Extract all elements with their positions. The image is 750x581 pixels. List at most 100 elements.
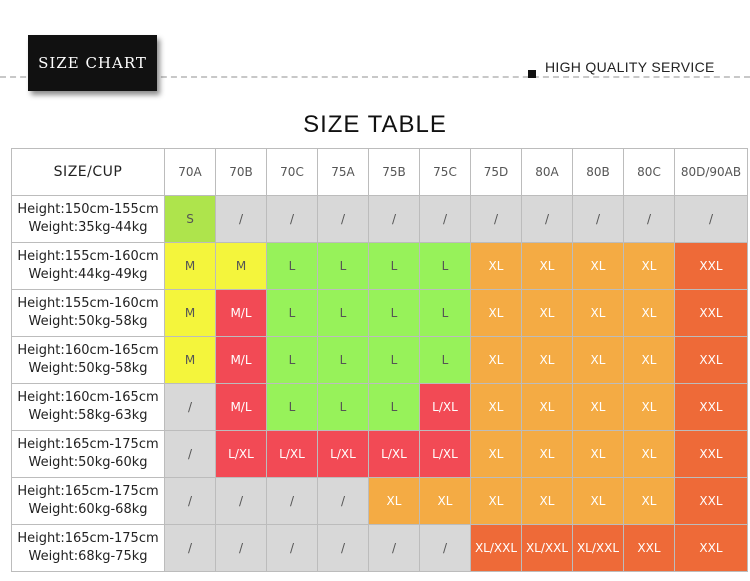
weight-range: Weight:50kg-58kg: [28, 314, 148, 329]
size-cell: XXL: [675, 337, 747, 383]
size-cell: XL: [573, 243, 623, 289]
size-cell: XL: [522, 290, 572, 336]
size-cell: XL: [624, 478, 674, 524]
height-range: Height:160cm-165cm: [17, 343, 159, 358]
size-cell: L/XL: [318, 431, 368, 477]
service-label: HIGH QUALITY SERVICE: [545, 59, 715, 75]
size-cell: /: [267, 478, 317, 524]
size-chart-badge-label: SIZE CHART: [38, 54, 147, 72]
size-table: SIZE/CUP 70A 70B 70C 75A 75B 75C 75D 80A 80B 80C 8…: [11, 148, 748, 572]
size-cell: M: [165, 243, 215, 289]
size-cell: /: [369, 196, 419, 242]
size-cell: L/XL: [369, 431, 419, 477]
row-label: Height:155cm-160cm Weight:44kg-49kg: [12, 243, 164, 289]
size-cell: /: [267, 196, 317, 242]
size-cell: /: [318, 196, 368, 242]
size-cell: XXL: [675, 243, 747, 289]
height-range: Height:165cm-175cm: [17, 531, 159, 546]
column-header: 80C: [624, 149, 674, 195]
size-cell: XL: [471, 384, 521, 430]
size-cell: /: [420, 525, 470, 571]
size-cell: XL: [624, 384, 674, 430]
size-table-title: SIZE TABLE: [303, 111, 447, 138]
column-header: 70C: [267, 149, 317, 195]
size-cell: /: [165, 431, 215, 477]
size-cell: M/L: [216, 337, 266, 383]
size-cell: XL: [522, 431, 572, 477]
size-cell: XL: [573, 431, 623, 477]
weight-range: Weight:50kg-58kg: [28, 361, 148, 376]
size-cell: XL: [369, 478, 419, 524]
size-cell: XL: [573, 384, 623, 430]
size-cell: XL: [471, 290, 521, 336]
weight-range: Weight:35kg-44kg: [28, 220, 148, 235]
row-label: Height:150cm-155cm Weight:35kg-44kg: [12, 196, 164, 242]
size-cell: /: [624, 196, 674, 242]
size-cell: L/XL: [216, 431, 266, 477]
size-cell: L: [267, 337, 317, 383]
column-header: 80B: [573, 149, 623, 195]
size-cell: XXL: [675, 384, 747, 430]
size-cell: L: [369, 290, 419, 336]
height-range: Height:165cm-175cm: [17, 484, 159, 499]
size-cell: XL: [573, 337, 623, 383]
square-bullet-icon: [528, 70, 536, 78]
size-cell: XL: [522, 478, 572, 524]
column-header: 75D: [471, 149, 521, 195]
size-cell: XXL: [675, 478, 747, 524]
size-cell: /: [216, 196, 266, 242]
height-range: Height:150cm-155cm: [17, 202, 159, 217]
size-cell: XL: [573, 290, 623, 336]
row-label: Height:160cm-165cm Weight:58kg-63kg: [12, 384, 164, 430]
size-cell: XL: [522, 384, 572, 430]
weight-range: Weight:58kg-63kg: [28, 408, 148, 423]
size-cell: /: [318, 525, 368, 571]
height-range: Height:155cm-160cm: [17, 296, 159, 311]
size-cell: XL: [471, 243, 521, 289]
row-label: Height:165cm-175cm Weight:50kg-60kg: [12, 431, 164, 477]
column-header: 80D/90AB: [675, 149, 747, 195]
column-header: 75C: [420, 149, 470, 195]
size-cell: L: [318, 243, 368, 289]
size-cell: L/XL: [420, 431, 470, 477]
size-cell: XL: [624, 431, 674, 477]
row-label: Height:165cm-175cm Weight:60kg-68kg: [12, 478, 164, 524]
size-cell: XL: [420, 478, 470, 524]
size-cell: /: [420, 196, 470, 242]
size-cell: XL/XXL: [573, 525, 623, 571]
size-cell: /: [675, 196, 747, 242]
size-cell: /: [216, 478, 266, 524]
size-chart-badge: SIZE CHART: [28, 35, 157, 91]
weight-range: Weight:50kg-60kg: [28, 455, 148, 470]
size-cell: /: [267, 525, 317, 571]
height-range: Height:165cm-175cm: [17, 437, 159, 452]
size-cell: L/XL: [420, 384, 470, 430]
size-cell: M: [165, 290, 215, 336]
column-header: 75A: [318, 149, 368, 195]
weight-range: Weight:44kg-49kg: [28, 267, 148, 282]
size-cell: L: [318, 384, 368, 430]
size-cell: XL: [573, 478, 623, 524]
row-label: Height:155cm-160cm Weight:50kg-58kg: [12, 290, 164, 336]
size-cell: XL: [624, 243, 674, 289]
size-cell: L: [420, 243, 470, 289]
size-cell: L: [369, 243, 419, 289]
size-cell: L: [420, 290, 470, 336]
size-cell: /: [318, 478, 368, 524]
column-header: 70B: [216, 149, 266, 195]
size-cell: L: [369, 337, 419, 383]
dashed-divider: [0, 76, 750, 78]
row-label: Height:165cm-175cm Weight:68kg-75kg: [12, 525, 164, 571]
size-cell: /: [573, 196, 623, 242]
height-range: Height:155cm-160cm: [17, 249, 159, 264]
size-cell: M/L: [216, 384, 266, 430]
size-cell: /: [165, 384, 215, 430]
size-cell: XL: [624, 337, 674, 383]
size-cell: XXL: [624, 525, 674, 571]
size-cell: XL: [471, 337, 521, 383]
size-cell: S: [165, 196, 215, 242]
size-cell: L: [267, 243, 317, 289]
size-cell: /: [165, 525, 215, 571]
weight-range: Weight:60kg-68kg: [28, 502, 148, 517]
size-cell: XL/XXL: [471, 525, 521, 571]
